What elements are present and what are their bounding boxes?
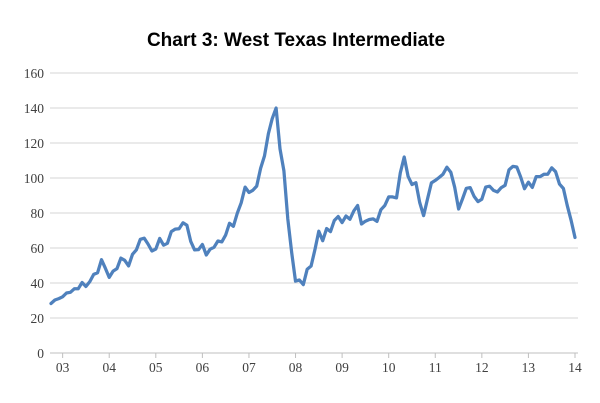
x-tick-label: 14 xyxy=(568,360,582,375)
y-tick-label: 0 xyxy=(37,346,44,361)
chart-title: Chart 3: West Texas Intermediate xyxy=(146,30,446,51)
x-tick-label: 05 xyxy=(149,360,163,375)
y-tick-label: 20 xyxy=(31,311,45,326)
x-tick-label: 13 xyxy=(522,360,536,375)
x-tick-label: 07 xyxy=(242,360,256,375)
x-tick-label: 10 xyxy=(382,360,396,375)
x-tick-label: 04 xyxy=(102,360,116,375)
x-tick-label: 12 xyxy=(475,360,489,375)
x-tick-label: 03 xyxy=(56,360,70,375)
x-tick-label: 11 xyxy=(429,360,442,375)
y-tick-label: 60 xyxy=(31,241,45,256)
x-tick-label: 08 xyxy=(289,360,303,375)
price-line-series xyxy=(49,106,577,306)
x-tick-label: 06 xyxy=(196,360,210,375)
y-tick-label: 160 xyxy=(24,66,45,81)
y-tick-label: 40 xyxy=(31,276,45,291)
y-tick-label: 140 xyxy=(24,101,45,116)
y-tick-label: 80 xyxy=(31,206,45,221)
x-tick-label: 09 xyxy=(335,360,349,375)
y-tick-label: 100 xyxy=(24,171,45,186)
y-tick-label: 120 xyxy=(24,136,45,151)
